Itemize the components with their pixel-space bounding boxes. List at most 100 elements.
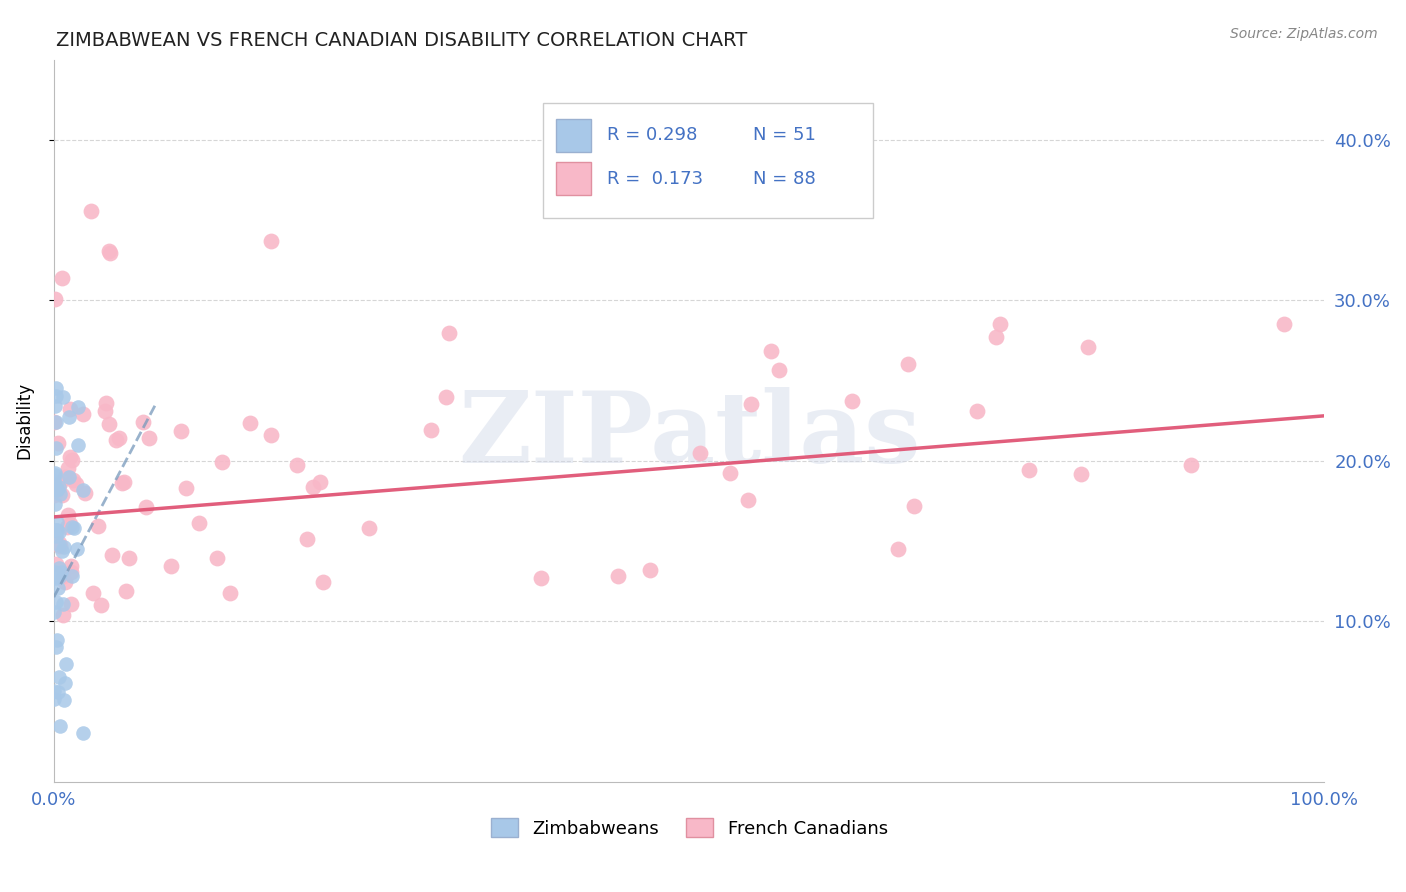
Point xyxy=(53,675,76,690)
Point xyxy=(75,485,97,500)
Point xyxy=(59,402,82,417)
Point xyxy=(45,640,67,654)
Point xyxy=(44,468,66,483)
Point xyxy=(60,453,83,467)
Point xyxy=(44,497,66,511)
Bar xyxy=(555,162,592,195)
Point xyxy=(48,570,70,584)
Point xyxy=(90,598,112,612)
Point xyxy=(966,404,988,418)
Point xyxy=(108,431,131,445)
Point xyxy=(138,431,160,445)
Text: N = 88: N = 88 xyxy=(752,169,815,187)
Point xyxy=(46,515,69,529)
Point xyxy=(45,389,67,403)
Point xyxy=(87,518,110,533)
Point xyxy=(94,396,117,410)
Point xyxy=(60,566,83,580)
Point xyxy=(841,394,863,409)
Point xyxy=(58,508,80,523)
Y-axis label: Disability: Disability xyxy=(15,382,32,459)
Point xyxy=(59,450,82,464)
Point xyxy=(44,565,66,579)
Point xyxy=(44,292,66,306)
Point xyxy=(174,481,197,495)
Point xyxy=(45,482,67,496)
Point xyxy=(44,486,66,500)
Text: ZIPatlas: ZIPatlas xyxy=(458,386,921,483)
Point xyxy=(48,539,70,553)
Point xyxy=(60,558,83,573)
Point xyxy=(44,605,66,619)
Point xyxy=(56,461,79,475)
Text: R =  0.173: R = 0.173 xyxy=(606,169,703,187)
Point xyxy=(45,571,67,585)
Point xyxy=(187,516,209,530)
Point xyxy=(359,521,381,535)
Point xyxy=(759,343,782,358)
Point xyxy=(46,483,69,497)
Point xyxy=(66,400,89,414)
Point xyxy=(49,566,72,580)
Point xyxy=(53,574,76,589)
FancyBboxPatch shape xyxy=(543,103,873,219)
Point xyxy=(45,415,67,429)
Point xyxy=(51,597,73,611)
Point xyxy=(530,571,553,585)
Point xyxy=(52,693,75,707)
Point xyxy=(132,415,155,429)
Point xyxy=(63,521,86,535)
Point xyxy=(65,477,87,491)
Point xyxy=(295,533,318,547)
Point xyxy=(48,538,70,552)
Point xyxy=(309,475,332,489)
Point xyxy=(72,408,94,422)
Point xyxy=(42,415,65,429)
Point xyxy=(302,480,325,494)
Point xyxy=(419,423,441,437)
Point xyxy=(312,574,335,589)
Point xyxy=(260,428,283,442)
Point xyxy=(48,480,70,494)
Point xyxy=(740,397,762,411)
Point xyxy=(44,488,66,502)
Point xyxy=(45,558,67,572)
Text: ZIMBABWEAN VS FRENCH CANADIAN DISABILITY CORRELATION CHART: ZIMBABWEAN VS FRENCH CANADIAN DISABILITY… xyxy=(56,31,748,50)
Point xyxy=(1018,463,1040,477)
Point xyxy=(60,520,83,534)
Point xyxy=(97,417,120,431)
Point xyxy=(53,470,76,484)
Point xyxy=(606,569,628,583)
Point xyxy=(218,586,240,600)
Point xyxy=(98,244,121,258)
Point xyxy=(44,684,66,698)
Point xyxy=(66,542,89,557)
Point xyxy=(51,543,73,558)
Point xyxy=(45,381,67,395)
Point xyxy=(52,390,75,404)
Point xyxy=(689,445,711,459)
Point xyxy=(46,684,69,698)
Point xyxy=(45,441,67,455)
Point xyxy=(638,563,661,577)
Point xyxy=(55,657,77,672)
Point xyxy=(104,434,127,448)
Point xyxy=(46,632,69,647)
Point xyxy=(434,390,457,404)
Point xyxy=(768,363,790,377)
Point xyxy=(46,523,69,537)
Point xyxy=(58,470,80,484)
Point xyxy=(62,473,84,487)
Point xyxy=(45,523,67,537)
Point xyxy=(45,529,67,543)
Point xyxy=(79,203,101,218)
Point xyxy=(207,551,229,566)
Point xyxy=(118,551,141,566)
Legend: Zimbabweans, French Canadians: Zimbabweans, French Canadians xyxy=(484,811,894,845)
Point xyxy=(1070,467,1092,481)
Point xyxy=(49,475,72,490)
Point xyxy=(48,524,70,539)
Point xyxy=(52,607,75,622)
Point xyxy=(1077,340,1099,354)
Point xyxy=(44,399,66,413)
